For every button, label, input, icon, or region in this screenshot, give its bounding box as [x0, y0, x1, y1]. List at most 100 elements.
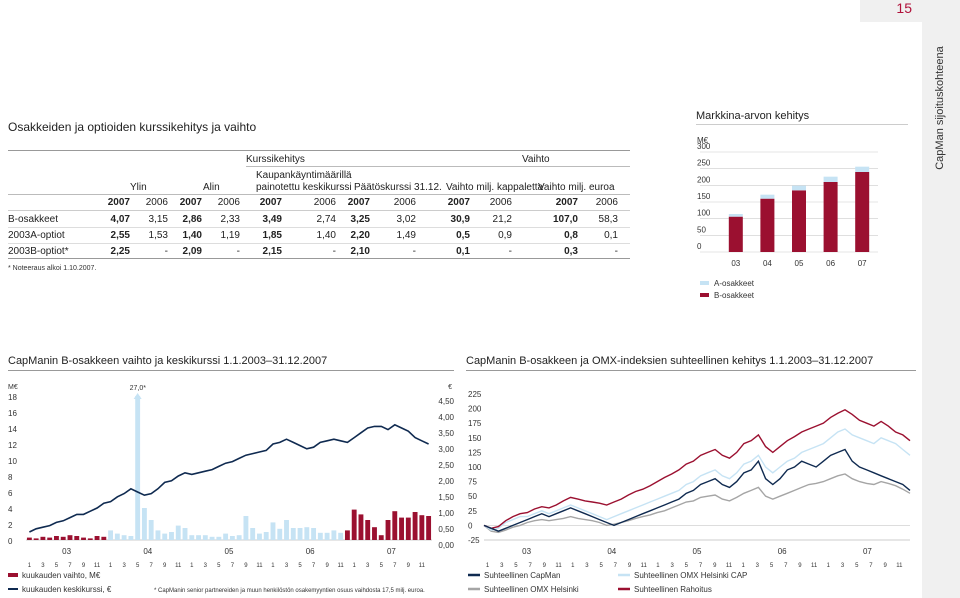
- cell: 0,5: [456, 230, 470, 241]
- volume-bar-7: [74, 536, 80, 540]
- volume-bar-53: [385, 520, 391, 540]
- col-kaupankaynti-line2: painotettu keskikurssi: [256, 182, 352, 193]
- y-tick: 75: [468, 478, 477, 487]
- y-tick: 0: [697, 242, 702, 251]
- col-vaihto-eur: Vaihto milj. euroa: [538, 182, 615, 193]
- month-tick: 3: [585, 563, 589, 569]
- row-label: 2003B-optiot*: [8, 246, 69, 257]
- year-tick: 03: [522, 547, 531, 556]
- month-tick: 11: [256, 563, 263, 569]
- volume-bar-22: [175, 525, 181, 540]
- cell: -: [412, 246, 416, 257]
- y-tick-right: 3,50: [438, 429, 454, 438]
- cell: 3,15: [148, 214, 168, 225]
- y-tick: 125: [468, 448, 482, 457]
- month-tick: 9: [798, 563, 802, 569]
- volume-bar-28: [216, 536, 222, 540]
- col-ylin: Ylin: [130, 182, 147, 193]
- y-tick-left: 0: [8, 537, 13, 546]
- y-tick-right: 0,00: [438, 541, 454, 550]
- month-tick: 7: [614, 563, 618, 569]
- y-tick: 50: [697, 225, 706, 234]
- peak-label: 27,0*: [130, 385, 147, 392]
- x-tick: 03: [731, 259, 740, 268]
- year-tick: 05: [225, 547, 234, 556]
- y-tick-left: 18: [8, 393, 17, 402]
- volume-bar-51: [372, 527, 377, 540]
- x-tick: 07: [858, 259, 867, 268]
- cell: 3,49: [262, 214, 282, 225]
- volume-bar-38: [284, 520, 289, 540]
- table-row: 2003B-optiot* 2,25 - 2,09 - 2,15 - 2,10 - 0,1 - 0,3…: [8, 243, 630, 259]
- year-tick: 03: [62, 547, 71, 556]
- sidebar-label-box: CapMan sijoituskohteena: [930, 46, 950, 170]
- table-bottom-rule: [8, 258, 630, 259]
- month-tick: 1: [827, 563, 831, 569]
- volume-bar-25: [196, 535, 201, 540]
- year-tick: 07: [863, 547, 872, 556]
- month-tick: 3: [285, 563, 289, 569]
- cell: 21,2: [492, 214, 512, 225]
- y-tick-left: 2: [8, 521, 13, 530]
- years-rule: [8, 210, 630, 211]
- table-top-rule: [8, 150, 630, 151]
- y-tick-left: 6: [8, 489, 13, 498]
- col-alin: Alin: [203, 182, 220, 193]
- sidebar-band: [922, 0, 960, 598]
- month-tick: 5: [380, 563, 384, 569]
- month-tick: 11: [641, 563, 648, 569]
- market-chart: M€300 250 200 150 100 50 0 03 04 05 06 07 A-osakkeet…: [697, 136, 878, 300]
- volume-bar-17: [141, 508, 147, 540]
- volume-bar-46: [338, 532, 344, 540]
- year-header-1: 2006: [145, 197, 168, 208]
- month-tick: 11: [419, 563, 426, 569]
- volume-bar-41: [304, 527, 310, 540]
- volume-bar-18: [148, 520, 154, 540]
- legend-volume-swatch: [8, 573, 18, 577]
- table-row: B-osakkeet 4,07 3,15 2,86 2,33 3,49 2,74 3,25 3,…: [8, 211, 630, 228]
- year-tick: 04: [607, 547, 616, 556]
- volume-bar-31: [236, 535, 242, 540]
- volume-chart-title: CapManin B-osakkeen vaihto ja keskikurss…: [8, 355, 328, 367]
- y-tick-right: 1,00: [438, 509, 454, 518]
- month-tick: 5: [298, 563, 302, 569]
- month-tick: 1: [571, 563, 575, 569]
- cell: 2,10: [350, 246, 370, 257]
- volume-bar-11: [101, 536, 107, 540]
- month-tick: 5: [685, 563, 689, 569]
- y-tick-left: 12: [8, 441, 17, 450]
- legend-b: B-osakkeet: [714, 291, 755, 300]
- year-tick: 05: [693, 547, 702, 556]
- price-line: [29, 423, 429, 533]
- cell: 2,33: [220, 214, 240, 225]
- legend-label-2: Suhteellinen OMX Helsinki: [484, 585, 579, 594]
- year-header-8: 2007: [447, 197, 470, 208]
- volume-title-rule: [8, 370, 454, 371]
- month-tick: 3: [204, 563, 208, 569]
- year-tick: 07: [387, 547, 396, 556]
- row-label: 2003A-optiot: [8, 230, 65, 241]
- month-tick: 1: [271, 563, 275, 569]
- bar-a-05: [792, 185, 806, 191]
- month-tick: 11: [726, 563, 733, 569]
- cell: 1,19: [220, 230, 240, 241]
- cell: -: [164, 246, 168, 257]
- volume-bar-59: [426, 516, 432, 540]
- index-title-rule: [466, 370, 916, 371]
- month-tick: 7: [393, 563, 397, 569]
- cell: 1,40: [316, 230, 336, 241]
- volume-bar-24: [189, 535, 195, 540]
- month-tick: 11: [94, 563, 101, 569]
- y-tick-right: 2,50: [438, 461, 454, 470]
- y-tick-right: 1,50: [438, 493, 454, 502]
- volume-bar-5: [60, 536, 66, 540]
- volume-bar-37: [277, 528, 283, 540]
- bar-b-03: [728, 216, 743, 252]
- cell: 1,53: [148, 230, 168, 241]
- bar-a-06: [823, 176, 838, 182]
- month-tick: 9: [82, 563, 86, 569]
- header-rule: [8, 194, 630, 195]
- y-tick-left: 14: [8, 425, 17, 434]
- page-number-box: 15: [860, 0, 960, 22]
- cell: 0,1: [604, 230, 618, 241]
